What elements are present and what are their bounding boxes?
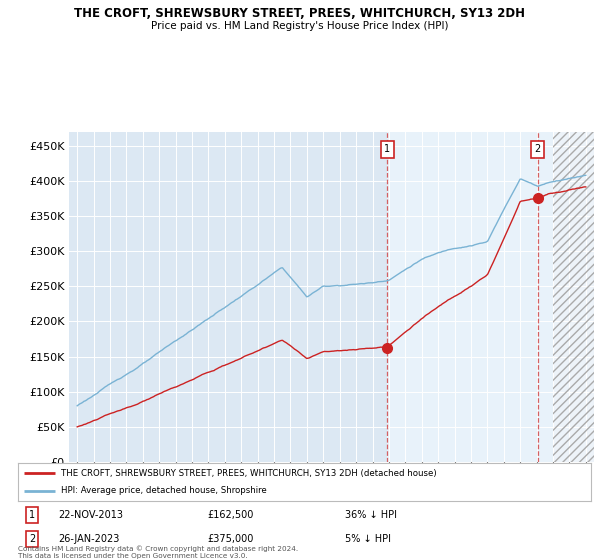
Text: 1: 1 [384, 144, 391, 154]
Text: 2: 2 [29, 534, 35, 544]
Text: 1: 1 [29, 510, 35, 520]
Text: HPI: Average price, detached house, Shropshire: HPI: Average price, detached house, Shro… [61, 487, 267, 496]
Text: THE CROFT, SHREWSBURY STREET, PREES, WHITCHURCH, SY13 2DH: THE CROFT, SHREWSBURY STREET, PREES, WHI… [74, 7, 526, 20]
Text: Price paid vs. HM Land Registry's House Price Index (HPI): Price paid vs. HM Land Registry's House … [151, 21, 449, 31]
Text: £162,500: £162,500 [207, 510, 253, 520]
Text: 26-JAN-2023: 26-JAN-2023 [58, 534, 119, 544]
Text: £375,000: £375,000 [207, 534, 253, 544]
Text: 22-NOV-2013: 22-NOV-2013 [58, 510, 123, 520]
Text: 2: 2 [535, 144, 541, 154]
Text: 36% ↓ HPI: 36% ↓ HPI [344, 510, 397, 520]
Bar [387, 132, 553, 462]
Text: THE CROFT, SHREWSBURY STREET, PREES, WHITCHURCH, SY13 2DH (detached house): THE CROFT, SHREWSBURY STREET, PREES, WHI… [61, 469, 437, 478]
Text: Contains HM Land Registry data © Crown copyright and database right 2024.
This d: Contains HM Land Registry data © Crown c… [18, 545, 298, 559]
Text: 5% ↓ HPI: 5% ↓ HPI [344, 534, 391, 544]
Bar [553, 132, 600, 462]
Bar [553, 132, 600, 462]
